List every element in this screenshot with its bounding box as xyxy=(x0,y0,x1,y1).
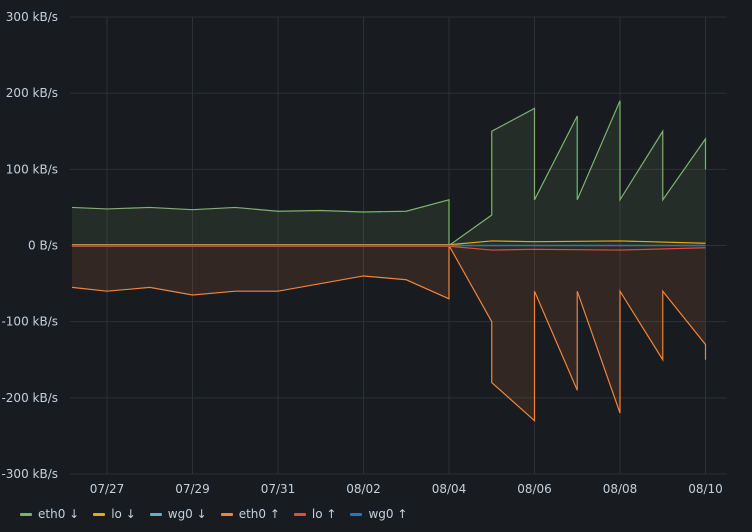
legend-item-0[interactable]: eth0 ↓ xyxy=(20,507,79,521)
x-tick-label: 07/31 xyxy=(261,482,296,496)
x-tick-label: 07/29 xyxy=(175,482,210,496)
legend-swatch xyxy=(293,512,306,516)
x-tick-label: 08/04 xyxy=(432,482,467,496)
series-area-3 xyxy=(72,245,706,421)
legend-item-1[interactable]: lo ↓ xyxy=(93,507,136,521)
y-tick-label: -300 kB/s xyxy=(1,467,58,481)
series-line-3 xyxy=(71,243,707,423)
x-tick-label: 08/08 xyxy=(603,482,638,496)
legend-label: eth0 ↓ xyxy=(38,507,80,521)
series-line-4 xyxy=(72,245,706,251)
legend-item-2[interactable]: wg0 ↓ xyxy=(149,507,207,521)
y-tick-label: 0 B/s xyxy=(28,239,58,253)
legend-item-4[interactable]: lo ↑ xyxy=(293,507,337,521)
legend-swatch xyxy=(220,512,233,516)
legend-swatch xyxy=(20,512,32,516)
y-tick-label: 300 kB/s xyxy=(6,10,58,24)
x-tick-label: 07/27 xyxy=(90,482,125,496)
legend-label: lo ↑ xyxy=(311,507,337,521)
legend-label: wg0 ↑ xyxy=(368,507,408,521)
y-tick-label: 100 kB/s xyxy=(6,162,58,176)
series-line-1 xyxy=(72,240,706,246)
legend-label: lo ↓ xyxy=(111,507,136,521)
series-line-0 xyxy=(71,100,707,247)
series-area-0 xyxy=(72,100,706,246)
x-tick-label: 08/10 xyxy=(688,482,723,496)
legend-item-3[interactable]: eth0 ↑ xyxy=(220,507,280,521)
legend-swatch xyxy=(149,512,162,516)
x-tick-label: 08/02 xyxy=(346,482,381,496)
legend-item-5[interactable]: wg0 ↑ xyxy=(350,507,407,521)
legend-label: eth0 ↑ xyxy=(238,507,280,521)
chart-legend: eth0 ↓ lo ↓ wg0 ↓ eth0 ↑ lo ↑ wg0 ↑ xyxy=(20,505,407,523)
y-tick-label: 200 kB/s xyxy=(6,86,58,100)
x-tick-label: 08/06 xyxy=(517,482,552,496)
legend-swatch xyxy=(93,512,106,516)
legend-label: wg0 ↓ xyxy=(167,507,207,521)
y-tick-label: -100 kB/s xyxy=(1,315,58,329)
y-tick-label: -200 kB/s xyxy=(1,391,58,405)
legend-swatch xyxy=(350,512,363,516)
